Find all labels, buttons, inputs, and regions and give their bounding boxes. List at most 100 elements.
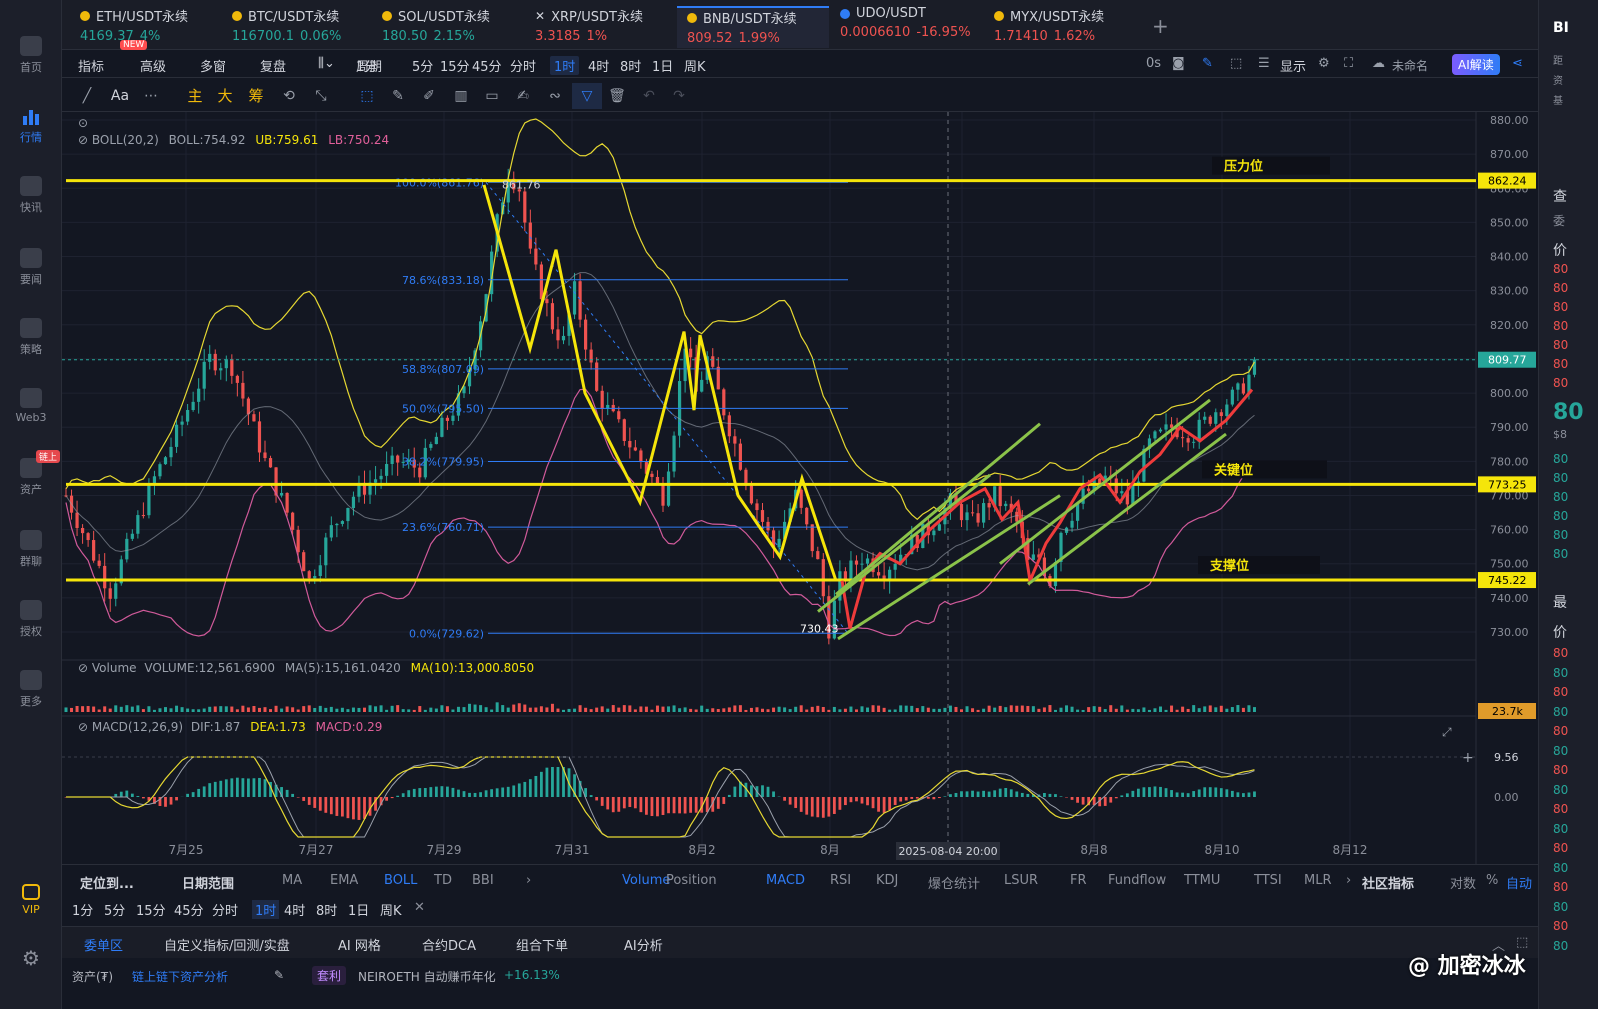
toolbar-interval-13[interactable]: 1日: [652, 60, 674, 75]
text-tool-button[interactable]: Aa: [110, 88, 130, 104]
panel-tab[interactable]: 合约DCA: [422, 939, 476, 954]
toolbar-multi-window[interactable]: 多窗: [200, 60, 227, 75]
ai-interpret-button[interactable]: AI解读: [1452, 54, 1500, 75]
delete-icon[interactable]: 🗑: [608, 88, 626, 104]
indicator-tab[interactable]: FR: [1070, 873, 1087, 888]
interval-5[interactable]: 1时: [252, 900, 280, 919]
sidebar-item-web3[interactable]: Web3: [0, 388, 62, 424]
interval-6[interactable]: 4时: [284, 904, 306, 919]
panel-tab[interactable]: AI分析: [624, 939, 663, 954]
toolbar-indicator[interactable]: 指标: [78, 60, 105, 75]
candle-tool-icon[interactable]: ▥: [454, 88, 468, 104]
edit-icon[interactable]: ✎: [274, 968, 285, 982]
close-icon[interactable]: ✕: [414, 900, 425, 915]
cloud-icon[interactable]: ☁: [1372, 56, 1385, 71]
lock-tool-icon[interactable]: ▭: [485, 88, 499, 104]
layout-name[interactable]: 未命名: [1392, 59, 1429, 73]
fullscreen-icon[interactable]: ⛶: [1344, 56, 1354, 71]
toolbar-interval-6[interactable]: 5分: [412, 60, 434, 75]
toolbar-interval-8[interactable]: 45分: [472, 60, 502, 75]
indicator-tab[interactable]: TD: [434, 873, 452, 888]
camera-icon[interactable]: ◙: [1172, 56, 1185, 71]
toolbar-interval-5[interactable]: 1分: [356, 60, 378, 75]
eye-icon[interactable]: ⊘: [78, 133, 89, 147]
panel-tab[interactable]: 自定义指标/回测/实盘: [164, 939, 290, 954]
share-icon[interactable]: ⋖: [1512, 56, 1523, 71]
tab-bnb[interactable]: BNB/USDT永续 809.52 1.99%: [677, 6, 829, 48]
tab-btc[interactable]: BTC/USDT永续 116700.1 0.06%: [222, 6, 370, 48]
add-indicator-icon[interactable]: +: [1462, 750, 1474, 766]
wave-zigzag[interactable]: [482, 184, 838, 582]
sidebar-item-home[interactable]: 首页: [0, 36, 62, 75]
sidebar-item-vip-diamond[interactable]: VIP: [0, 884, 62, 916]
toolbar-interval-7[interactable]: 15分: [440, 60, 470, 75]
indicator-tab[interactable]: MACD: [766, 873, 805, 888]
crop-icon[interactable]: ⬚: [1230, 56, 1243, 71]
toolbar-replay[interactable]: 复盘: [260, 60, 287, 75]
channel-line[interactable]: [835, 422, 1041, 596]
interval-4[interactable]: 分时: [212, 904, 239, 919]
price-chart[interactable]: 880.00870.00860.00850.00840.00830.00820.…: [62, 112, 1538, 864]
list-icon[interactable]: ☰: [1258, 56, 1270, 71]
indicator-tab[interactable]: BBI: [472, 873, 494, 888]
indicator-tab[interactable]: TTMU: [1184, 873, 1221, 888]
asset-analysis-link[interactable]: 链上链下资产分析: [132, 970, 229, 984]
interval-9[interactable]: 周K: [380, 904, 402, 919]
indicator-tab[interactable]: 日期范围: [182, 877, 235, 892]
indicator-tab[interactable]: 自动: [1506, 877, 1533, 892]
sidebar-item-authorize[interactable]: 授权: [0, 600, 62, 639]
interval-8[interactable]: 1日: [348, 904, 370, 919]
chevron-right-icon[interactable]: ›: [526, 873, 532, 888]
indicator-tab[interactable]: TTSI: [1254, 873, 1282, 888]
redo-icon[interactable]: ↷: [673, 88, 685, 104]
settings-icon[interactable]: ⚙: [1318, 56, 1330, 71]
indicator-tab[interactable]: Volume: [622, 873, 671, 888]
ruler-tool-icon[interactable]: ✎: [392, 88, 404, 104]
channel-line[interactable]: [837, 494, 1061, 641]
panel-tab[interactable]: 委单区: [84, 939, 124, 954]
indicator-tab[interactable]: Fundflow: [1108, 873, 1167, 888]
magnet-tool-icon[interactable]: ∾: [549, 88, 561, 104]
eye-icon[interactable]: ⊘: [78, 720, 89, 734]
interval-3[interactable]: 45分: [174, 904, 204, 919]
sidebar-item-chat[interactable]: 群聊: [0, 530, 62, 569]
indicator-tab[interactable]: Position: [666, 873, 717, 888]
tab-eth[interactable]: ETH/USDT永续 4169.37 4% NEW: [70, 6, 220, 50]
toolbar-advanced[interactable]: 高级: [140, 60, 167, 75]
eye-icon[interactable]: ⊘: [78, 661, 89, 675]
filter-tool-icon[interactable]: ▽: [572, 83, 602, 109]
chart-type-icon[interactable]: ⫼⌄: [318, 56, 335, 71]
more-tools-icon[interactable]: ⋯: [144, 88, 158, 104]
tab-sol[interactable]: SOL/USDT永续 180.50 2.15%: [372, 6, 522, 48]
display-button[interactable]: 显示: [1280, 60, 1307, 75]
toolbar-interval-9[interactable]: 分时: [510, 60, 537, 75]
uptrend-zigzag[interactable]: [840, 388, 1254, 629]
panel-tab[interactable]: AI 网格: [338, 939, 381, 954]
panel-tab[interactable]: 组合下单: [516, 939, 569, 954]
sidebar-item-wallet[interactable]: 资产 链上: [0, 450, 62, 497]
assets-label[interactable]: 资产(₮): [72, 970, 113, 984]
interval-0[interactable]: 1分: [72, 904, 94, 919]
indicator-tab[interactable]: RSI: [830, 873, 852, 888]
big-tool-button[interactable]: 大: [217, 87, 233, 105]
sidebar-item-flash-news[interactable]: 快讯: [0, 176, 62, 215]
interval-7[interactable]: 8时: [316, 904, 338, 919]
sidebar-item-more-grid[interactable]: 更多: [0, 670, 62, 709]
expand-pane-icon[interactable]: ⤢: [1441, 725, 1452, 739]
collapse-icon[interactable]: ︿: [1492, 939, 1506, 954]
toolbar-interval-14[interactable]: 周K: [684, 60, 706, 75]
gear-icon[interactable]: ⚙: [22, 946, 40, 970]
chevron-right-icon[interactable]: ›: [1346, 873, 1352, 888]
main-tool-button[interactable]: 主: [187, 87, 203, 105]
promo-text[interactable]: NEIROETH 自动赚币年化: [358, 970, 496, 984]
select-tool-icon[interactable]: ⬚: [360, 88, 374, 104]
add-tab-icon[interactable]: +: [1152, 14, 1169, 38]
rotate-tool-icon[interactable]: ⟲: [283, 88, 295, 104]
brush-tool-icon[interactable]: ✐: [423, 88, 435, 104]
trendline-tool-icon[interactable]: ╱: [82, 88, 92, 104]
tab-udo[interactable]: UDO/USDT 0.0006610 -16.95%: [830, 6, 982, 48]
toolbar-chart-type[interactable]: 周期: [356, 60, 383, 75]
channel-line[interactable]: [817, 473, 991, 613]
indicator-tab[interactable]: %: [1486, 873, 1499, 888]
pen-icon[interactable]: ✎: [1202, 56, 1213, 71]
